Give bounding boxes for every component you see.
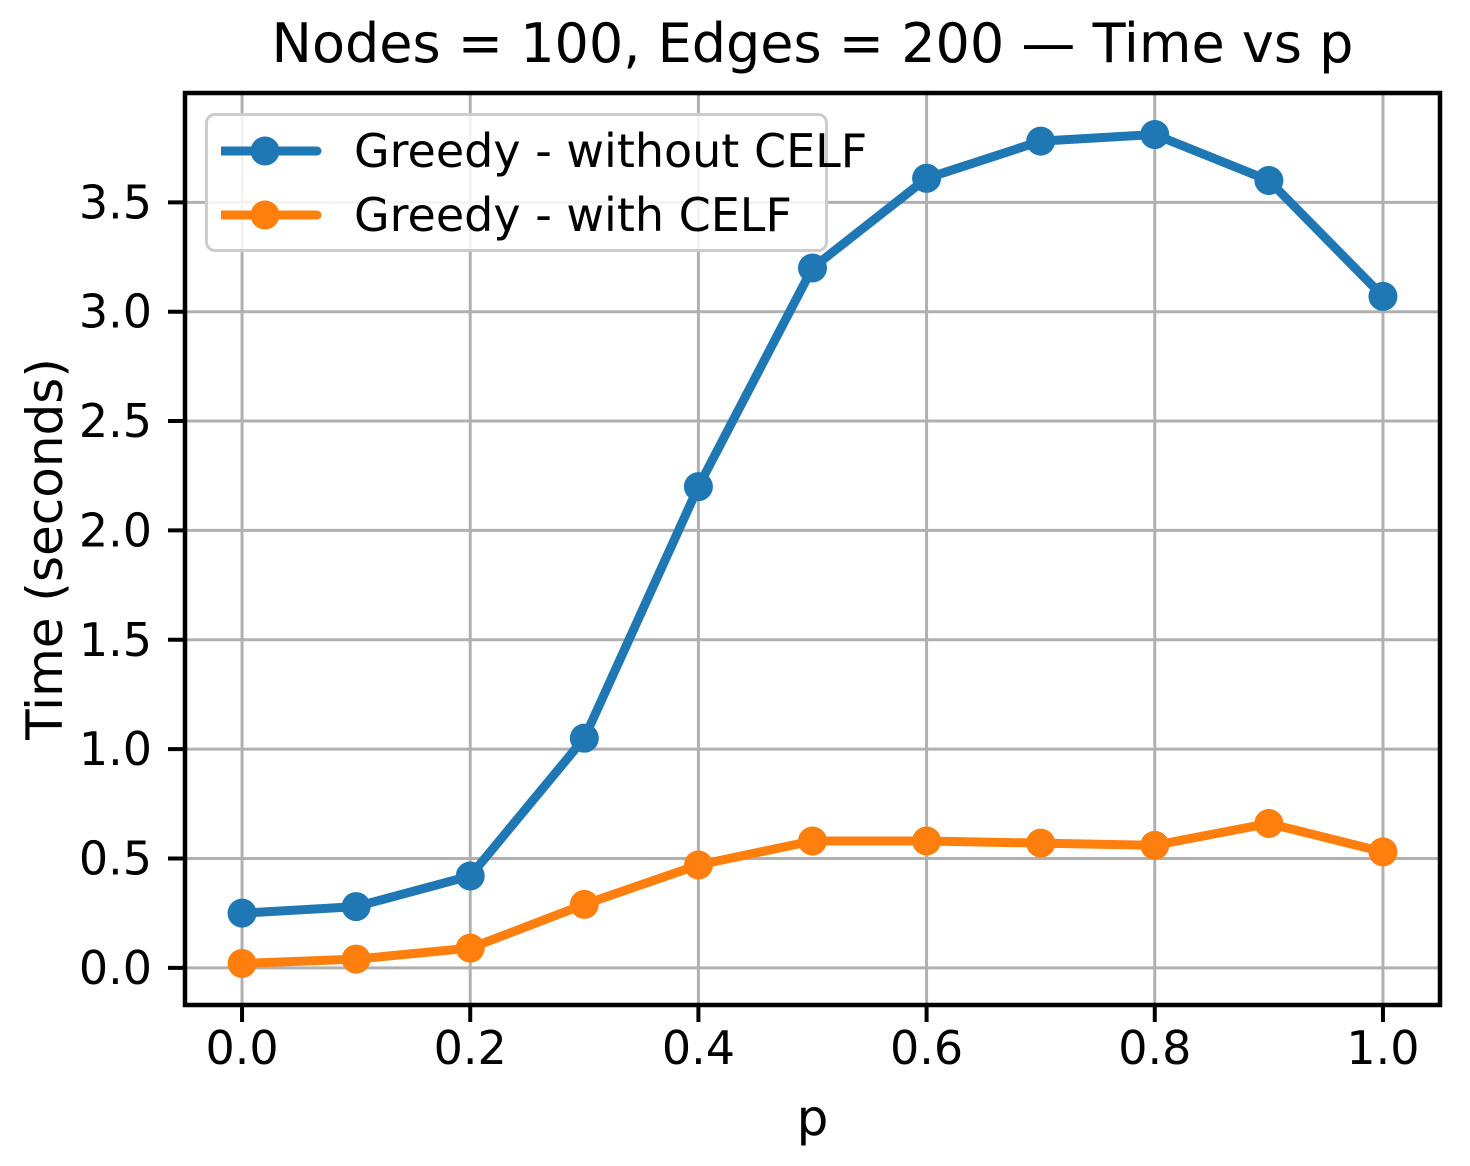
legend-label: Greedy - without CELF xyxy=(354,123,868,178)
data-point-marker xyxy=(569,723,599,753)
y-tick-label: 3.0 xyxy=(79,285,152,339)
data-point-marker xyxy=(683,850,713,880)
data-point-marker xyxy=(1026,126,1056,156)
plot-border xyxy=(182,90,1443,1008)
y-tick-label: 2.5 xyxy=(79,394,152,448)
y-tick-label: 1.0 xyxy=(79,722,152,776)
x-tick-label: 1.0 xyxy=(1346,1021,1419,1075)
data-point-marker xyxy=(798,253,827,283)
legend-label: Greedy - with CELF xyxy=(354,187,792,242)
data-point-marker xyxy=(1140,830,1170,860)
data-point-marker xyxy=(1254,808,1284,838)
legend-item-with-celf: Greedy - with CELF xyxy=(221,191,825,239)
x-tick-label: 0.0 xyxy=(205,1021,278,1075)
y-axis-label: Time (seconds) xyxy=(16,358,74,740)
x-tick-label: 0.2 xyxy=(434,1021,507,1075)
chart-title: Nodes = 100, Edges = 200 — Time vs p xyxy=(271,12,1354,75)
data-point-marker xyxy=(1368,281,1398,311)
data-point-marker xyxy=(569,889,599,919)
data-point-marker xyxy=(912,163,942,193)
y-tick-label: 0.0 xyxy=(79,941,152,995)
data-point-marker xyxy=(341,944,371,974)
data-point-marker xyxy=(227,948,257,978)
legend-line-marker-icon xyxy=(221,200,322,229)
data-point-marker xyxy=(798,826,827,856)
y-tick-label: 1.5 xyxy=(79,613,152,667)
data-point-marker xyxy=(341,892,371,922)
y-tick-label: 2.0 xyxy=(79,503,152,557)
y-tick-label: 3.5 xyxy=(79,175,152,229)
data-point-marker xyxy=(912,826,942,856)
legend-item-without-celf: Greedy - without CELF xyxy=(221,127,867,175)
data-point-marker xyxy=(1140,120,1170,150)
x-tick-label: 0.8 xyxy=(1118,1021,1191,1075)
x-tick-label: 0.6 xyxy=(890,1021,963,1075)
x-tick-label: 0.4 xyxy=(662,1021,735,1075)
data-point-marker xyxy=(227,898,257,928)
data-point-marker xyxy=(455,861,485,891)
legend-line-marker-icon xyxy=(221,136,322,165)
data-point-marker xyxy=(1368,837,1398,867)
data-point-marker xyxy=(455,933,485,963)
x-axis-label: p xyxy=(796,1089,829,1147)
data-point-marker xyxy=(1254,165,1284,195)
legend: Greedy - without CELF Greedy - with CELF xyxy=(205,113,867,252)
data-point-marker xyxy=(1026,828,1056,858)
data-point-marker xyxy=(683,472,713,502)
y-tick-label: 0.5 xyxy=(79,831,152,885)
